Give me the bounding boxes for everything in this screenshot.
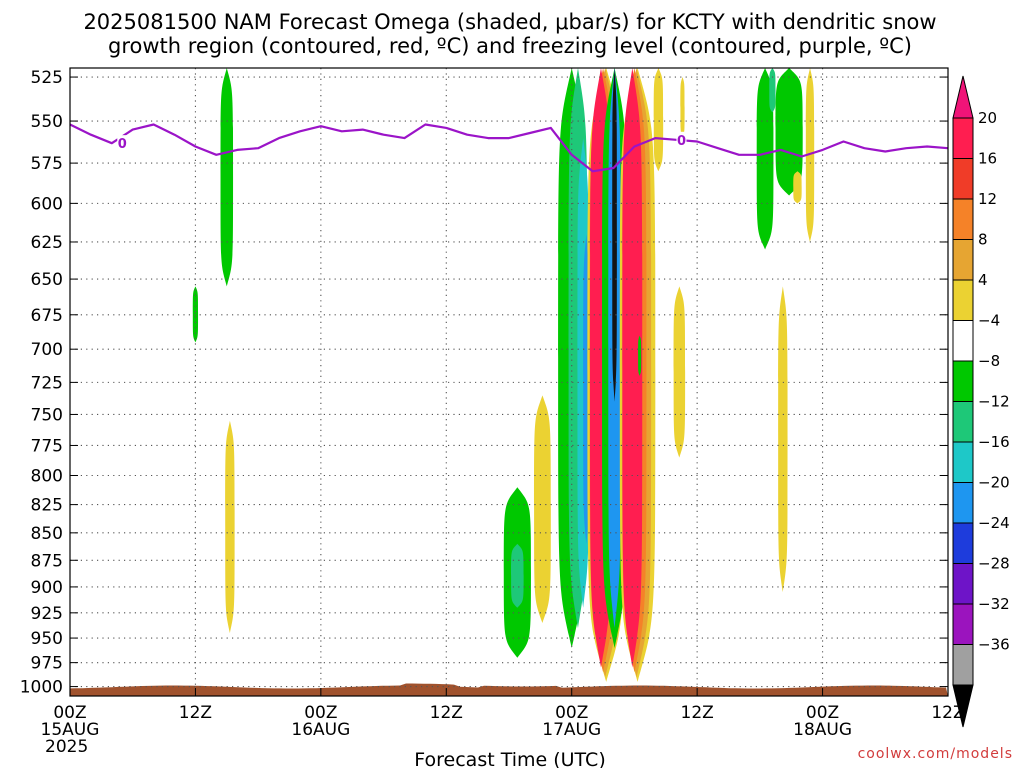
omega-region-21 [653, 68, 664, 172]
y-tick-label-3: 600 [31, 194, 63, 214]
colorbar-swatch-10 [952, 522, 974, 564]
x-tick-label-0: 00Z [53, 703, 86, 723]
colorbar-top-arrow [952, 75, 974, 119]
y-tick-label-7: 700 [31, 340, 63, 360]
x-tick-label-6: 00Z [806, 703, 839, 723]
x-tick-year-0: 2025 [45, 737, 88, 757]
x-tick-label-3: 12Z [430, 703, 463, 723]
y-tick-label-4: 625 [31, 233, 63, 253]
omega-region-22 [673, 286, 686, 458]
omega-region-2 [225, 420, 235, 634]
y-tick-label-19: 1000 [20, 678, 63, 698]
colorbar-swatch-1 [952, 158, 974, 200]
colorbar: 20 16 12 8 4 −4 −8 −12 −16 −20 −24 −28 −32 −36 [952, 75, 1010, 728]
y-tick-label-8: 725 [31, 373, 63, 393]
colorbar-label-13: −36 [978, 636, 1010, 654]
y-tick-label-14: 875 [31, 551, 63, 571]
colorbar-label-10: −24 [978, 514, 1010, 532]
x-tick-label-5: 12Z [681, 703, 714, 723]
x-tick-label-7: 12Z [931, 703, 964, 723]
x-tick-label-4: 00Z [555, 703, 588, 723]
y-tick-label-9: 750 [31, 405, 63, 425]
colorbar-label-12: −32 [978, 595, 1010, 613]
colorbar-label-0: 20 [978, 109, 997, 127]
colorbar-label-2: 12 [978, 190, 997, 208]
freezing-level-label-1: 0 [677, 134, 686, 149]
y-tick-label-17: 950 [31, 629, 63, 649]
y-tick-label-13: 850 [31, 524, 63, 544]
colorbar-swatch-6 [952, 360, 974, 402]
omega-region-1 [192, 286, 199, 343]
x-tick-label-1: 12Z [179, 703, 212, 723]
colorbar-swatch-9 [952, 482, 974, 524]
terrain-band [70, 683, 948, 696]
colorbar-label-4: 4 [978, 271, 988, 289]
x-tick-date-6: 18AUG [793, 720, 852, 740]
omega-region-26 [775, 68, 803, 196]
colorbar-label-5: −4 [978, 312, 1000, 330]
omega-region-0 [220, 68, 234, 287]
colorbar-swatch-12 [952, 603, 974, 645]
y-tick-label-11: 800 [31, 467, 63, 487]
freezing-label-bg-0 [117, 135, 128, 152]
colorbar-swatch-8 [952, 441, 974, 483]
freezing-level-label-0: 0 [118, 137, 127, 152]
colorbar-swatch-3 [952, 239, 974, 281]
y-tick-label-1: 550 [31, 112, 63, 132]
omega-region-27 [769, 68, 776, 113]
omega-region-28 [793, 171, 802, 204]
terrain-shape [70, 683, 948, 696]
colorbar-swatch-13 [952, 644, 974, 686]
omega-region-24 [680, 77, 685, 139]
y-tick-label-12: 825 [31, 496, 63, 516]
colorbar-swatch-5 [952, 320, 974, 362]
credit-text: coolwx.com/models [858, 746, 1013, 762]
omega-region-5 [534, 395, 551, 624]
y-tick-label-5: 650 [31, 270, 63, 290]
omega-region-4 [511, 543, 524, 608]
chart-title-line-1: 2025081500 NAM Forecast Omega (shaded, μ… [83, 10, 936, 34]
y-axis-ticks: 525 550 575 600 625 650 675 700 725 750 775 800 825 8… [20, 68, 948, 698]
colorbar-label-8: −16 [978, 433, 1010, 451]
y-tick-label-15: 900 [31, 578, 63, 598]
colorbar-label-7: −12 [978, 393, 1010, 411]
colorbar-swatch-0 [952, 117, 974, 159]
omega-regions [192, 68, 815, 682]
colorbar-label-3: 8 [978, 231, 988, 249]
colorbar-swatch-2 [952, 198, 974, 240]
colorbar-label-1: 16 [978, 150, 997, 168]
colorbar-bottom-arrow [952, 684, 974, 728]
y-tick-label-6: 675 [31, 306, 63, 326]
colorbar-label-6: −8 [978, 352, 1000, 370]
omega-region-23 [638, 335, 642, 376]
y-tick-label-2: 575 [31, 154, 63, 174]
x-tick-date-4: 17AUG [542, 720, 601, 740]
y-tick-label-0: 525 [31, 68, 63, 88]
colorbar-label-9: −20 [978, 474, 1010, 492]
grid-lines [70, 68, 948, 696]
omega-region-20 [622, 68, 643, 668]
omega-region-16 [612, 68, 617, 402]
x-tick-date-2: 16AUG [291, 720, 350, 740]
y-tick-label-18: 975 [31, 654, 63, 674]
colorbar-swatch-7 [952, 401, 974, 443]
chart-title-line-2: growth region (contoured, red, ºC) and f… [108, 34, 912, 58]
x-tick-date-0: 15AUG [41, 720, 100, 740]
colorbar-swatch-11 [952, 563, 974, 605]
y-tick-label-16: 925 [31, 604, 63, 624]
colorbar-label-11: −28 [978, 555, 1010, 573]
x-axis-label: Forecast Time (UTC) [414, 749, 605, 768]
freezing-label-bg-1 [676, 131, 687, 148]
y-tick-label-10: 775 [31, 436, 63, 456]
omega-region-30 [778, 286, 788, 593]
x-tick-label-2: 00Z [304, 703, 337, 723]
freezing-level-line [69, 123, 949, 173]
omega-region-25 [756, 68, 774, 250]
colorbar-swatch-4 [952, 279, 974, 321]
